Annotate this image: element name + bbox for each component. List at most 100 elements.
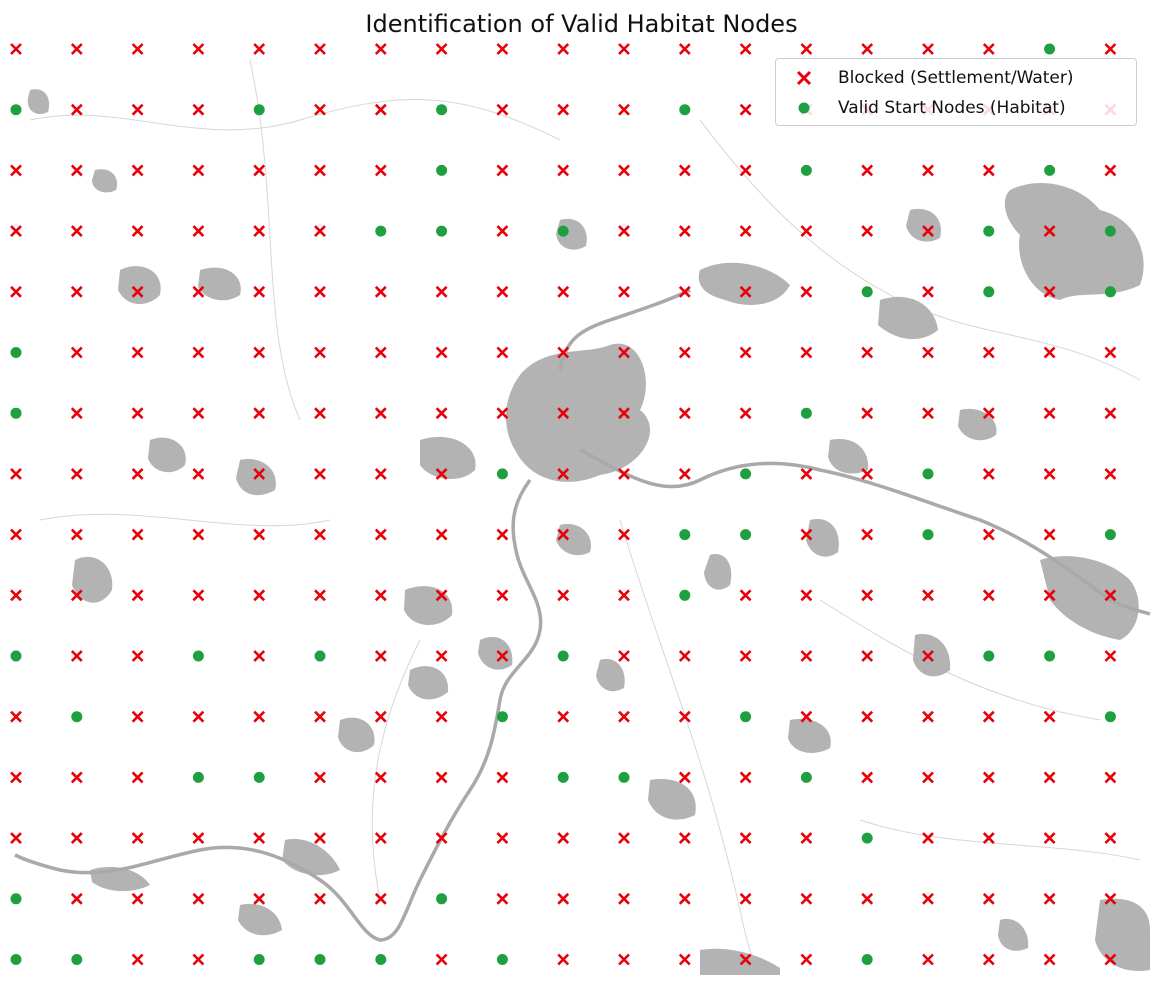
blocked-node-marker xyxy=(861,771,874,784)
blocked-node-marker xyxy=(800,346,813,359)
valid-node-marker xyxy=(10,407,22,419)
blocked-node-marker xyxy=(800,285,813,298)
blocked-node-marker xyxy=(618,528,630,541)
blocked-node-marker xyxy=(70,771,83,784)
blocked-node-marker xyxy=(800,467,813,480)
blocked-node-marker xyxy=(557,589,570,602)
blocked-node-marker xyxy=(253,164,266,177)
valid-node-marker xyxy=(10,954,22,965)
blocked-node-marker xyxy=(435,407,448,420)
blocked-node-marker xyxy=(435,589,448,602)
valid-node-marker xyxy=(253,954,265,965)
blocked-node-marker xyxy=(10,832,22,845)
blocked-node-marker xyxy=(131,285,144,298)
blocked-node-marker xyxy=(922,407,934,420)
blocked-node-marker xyxy=(861,710,874,723)
blocked-node-marker xyxy=(192,346,205,359)
settlement-areas xyxy=(27,89,1150,975)
blocked-node-marker xyxy=(739,832,752,845)
blocked-node-marker xyxy=(314,832,326,845)
blocked-node-marker xyxy=(192,832,205,845)
blocked-node-marker xyxy=(1043,528,1056,541)
blocked-node-marker xyxy=(253,225,266,238)
valid-node-marker xyxy=(1044,650,1056,662)
blocked-node-marker xyxy=(922,225,934,238)
blocked-node-marker xyxy=(678,346,691,359)
valid-node-marker xyxy=(557,650,569,662)
blocked-node-marker xyxy=(861,346,874,359)
valid-node-marker xyxy=(253,771,265,783)
blocked-node-marker xyxy=(1104,164,1117,177)
blocked-node-marker xyxy=(982,407,995,420)
blocked-node-marker xyxy=(253,589,266,602)
blocked-node-marker xyxy=(192,285,205,298)
blocked-node-marker xyxy=(192,589,205,602)
blocked-node-marker xyxy=(1043,953,1056,966)
valid-node-marker xyxy=(496,711,508,723)
blocked-node-marker xyxy=(70,650,83,662)
valid-node-marker xyxy=(679,529,691,541)
valid-node-marker xyxy=(800,771,812,783)
blocked-node-marker xyxy=(557,710,570,723)
blocked-node-marker xyxy=(374,528,387,541)
valid-node-marker xyxy=(740,468,752,480)
valid-node-marker xyxy=(71,954,83,965)
valid-node-marker xyxy=(314,954,326,965)
valid-node-marker xyxy=(800,407,812,419)
blocked-node-marker xyxy=(131,528,144,541)
blocked-node-marker xyxy=(922,589,934,602)
blocked-node-marker xyxy=(435,710,448,723)
valid-node-marker xyxy=(983,286,995,298)
blocked-node-marker xyxy=(253,43,266,55)
blocked-node-marker xyxy=(1043,771,1056,784)
blocked-node-marker xyxy=(982,892,995,905)
blocked-node-marker xyxy=(374,771,387,784)
blocked-node-marker xyxy=(374,832,387,845)
blocked-node-marker xyxy=(800,710,813,723)
blocked-node-marker xyxy=(922,771,934,784)
blocked-node-marker xyxy=(678,164,691,177)
blocked-node-marker xyxy=(131,43,144,55)
basemap xyxy=(14,59,1151,976)
blocked-node-marker xyxy=(1043,407,1056,420)
blocked-node-marker xyxy=(496,346,509,359)
blocked-node-marker xyxy=(496,285,509,298)
blocked-node-marker xyxy=(10,467,22,480)
blocked-node-marker xyxy=(314,407,326,420)
green-dot-marker-icon xyxy=(798,102,810,114)
blocked-node-marker xyxy=(131,407,144,420)
blocked-node-marker xyxy=(618,225,630,238)
blocked-node-marker xyxy=(739,285,752,298)
valid-node-marker xyxy=(436,164,448,176)
valid-node-marker xyxy=(436,225,448,237)
blocked-node-marker xyxy=(922,710,934,723)
valid-node-marker xyxy=(1104,711,1116,723)
blocked-node-marker xyxy=(435,43,448,55)
blocked-node-marker xyxy=(70,225,83,238)
blocked-node-marker xyxy=(314,528,326,541)
blocked-node-marker xyxy=(982,953,995,966)
blocked-node-marker xyxy=(861,528,874,541)
blocked-node-marker xyxy=(253,346,266,359)
valid-node-marker xyxy=(983,225,995,237)
blocked-node-marker xyxy=(314,164,326,177)
blocked-node-marker xyxy=(131,589,144,602)
blocked-node-marker xyxy=(861,589,874,602)
blocked-node-marker xyxy=(557,832,570,845)
valid-node-marker xyxy=(1044,43,1056,55)
valid-node-marker xyxy=(800,164,812,176)
blocked-node-marker xyxy=(1104,771,1117,784)
blocked-node-marker xyxy=(1043,285,1056,298)
valid-node-marker xyxy=(679,104,691,116)
blocked-node-marker xyxy=(618,103,630,116)
blocked-node-marker xyxy=(70,164,83,177)
blocked-node-marker xyxy=(131,650,144,662)
blocked-node-marker xyxy=(982,771,995,784)
blocked-node-marker xyxy=(374,589,387,602)
blocked-node-marker xyxy=(800,225,813,238)
blocked-node-marker xyxy=(435,771,448,784)
legend-label-blocked: Blocked (Settlement/Water) xyxy=(838,68,1074,88)
blocked-node-marker xyxy=(739,346,752,359)
blocked-node-marker xyxy=(618,953,630,966)
